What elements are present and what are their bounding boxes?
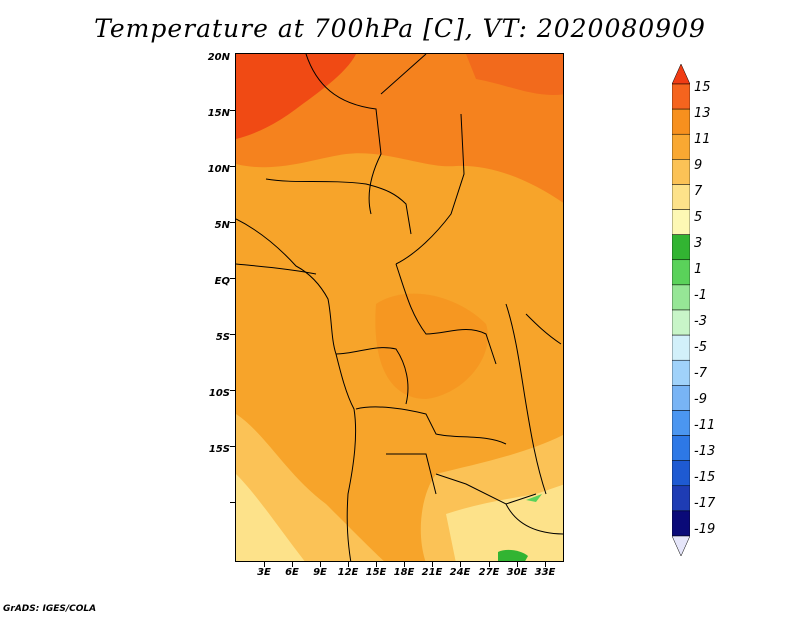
lon-label-21e: 21E	[421, 567, 443, 578]
map-title: Temperature at 700hPa [C], VT: 202008090…	[94, 14, 706, 43]
lon-tick	[348, 562, 349, 567]
colorbar-label: -5	[694, 340, 707, 355]
colorbar-segment	[672, 83, 690, 110]
colorbar-label: 5	[694, 210, 703, 225]
colorbar-segment	[672, 159, 690, 185]
colorbar	[672, 64, 690, 556]
colorbar-label: -11	[694, 418, 716, 433]
lat-label-5n: 5N	[214, 220, 230, 231]
lat-label-10n: 10N	[207, 164, 230, 175]
colorbar-label: -9	[694, 392, 707, 407]
lat-label-15n: 15N	[207, 108, 230, 119]
colorbar-segment	[672, 309, 690, 336]
lon-label-24e: 24E	[449, 567, 471, 578]
lon-label-6e: 6E	[285, 567, 299, 578]
temperature-map	[235, 53, 564, 562]
colorbar-segment	[672, 485, 690, 512]
colorbar-label: -7	[694, 366, 707, 381]
lon-label-12e: 12E	[337, 567, 359, 578]
colorbar-segment	[672, 209, 690, 235]
colorbar-label: -15	[694, 470, 716, 485]
lat-tick	[230, 166, 235, 167]
colorbar-label: 11	[694, 132, 711, 147]
colorbar-label: 13	[694, 106, 711, 121]
colorbar-segment	[672, 108, 690, 135]
lat-tick	[230, 334, 235, 335]
lat-tick	[230, 222, 235, 223]
colorbar-label: 3	[694, 236, 703, 251]
lon-tick	[460, 562, 461, 567]
lon-label-15e: 15E	[365, 567, 387, 578]
colorbar-label: 15	[694, 80, 711, 95]
grads-credit: GrADS: IGES/COLA	[3, 604, 97, 614]
lat-label-20n: 20N	[207, 52, 230, 63]
colorbar-label: -13	[694, 444, 716, 459]
colorbar-label: -19	[694, 522, 716, 537]
lat-label-5s: 5S	[215, 332, 230, 343]
colorbar-label: 7	[694, 184, 703, 199]
colorbar-segment	[672, 410, 690, 436]
colorbar-segment	[672, 435, 690, 461]
lon-label-9e: 9E	[313, 567, 327, 578]
lat-tick	[230, 446, 235, 447]
lat-tick	[230, 278, 235, 279]
lon-tick	[320, 562, 321, 567]
colorbar-label: -3	[694, 314, 707, 329]
colorbar-label: 9	[694, 158, 703, 173]
lon-tick	[432, 562, 433, 567]
colorbar-segment	[672, 385, 690, 411]
lon-label-18e: 18E	[393, 567, 415, 578]
lon-tick	[489, 562, 490, 567]
colorbar-label: -1	[694, 288, 707, 303]
lat-tick	[230, 110, 235, 111]
lon-tick	[404, 562, 405, 567]
lon-label-33e: 33E	[534, 567, 556, 578]
colorbar-segment	[672, 510, 690, 537]
temperature-field	[236, 54, 563, 561]
lon-tick	[292, 562, 293, 567]
lat-label-eq: EQ	[214, 276, 230, 287]
colorbar-segment	[672, 64, 690, 85]
colorbar-segment	[672, 359, 690, 386]
colorbar-segment	[672, 259, 690, 286]
colorbar-segment	[672, 284, 690, 311]
lon-label-3e: 3E	[257, 567, 271, 578]
colorbar-segment	[672, 460, 690, 487]
lon-tick	[376, 562, 377, 567]
lat-label-10s: 10S	[208, 388, 230, 399]
colorbar-segment	[672, 334, 690, 361]
colorbar-segment	[672, 234, 690, 261]
lon-label-30e: 30E	[506, 567, 528, 578]
lon-tick	[517, 562, 518, 567]
lon-tick	[264, 562, 265, 567]
lat-tick	[230, 502, 235, 503]
colorbar-label: -17	[694, 496, 716, 511]
lon-label-27e: 27E	[478, 567, 500, 578]
colorbar-segment	[672, 535, 690, 556]
colorbar-segment	[672, 133, 690, 160]
lon-tick	[545, 562, 546, 567]
colorbar-label: 1	[694, 262, 703, 277]
colorbar-segment	[672, 184, 690, 210]
lat-label-15s: 15S	[208, 444, 230, 455]
lat-tick	[230, 390, 235, 391]
